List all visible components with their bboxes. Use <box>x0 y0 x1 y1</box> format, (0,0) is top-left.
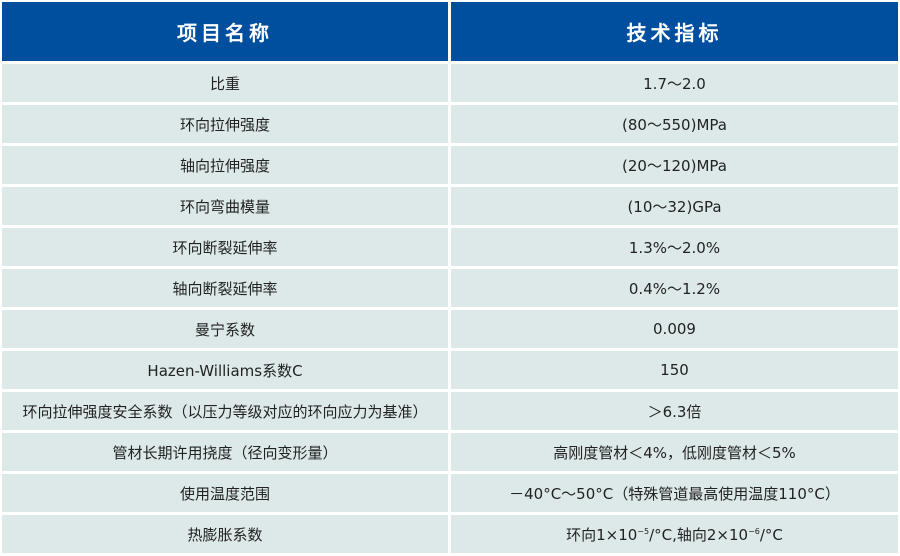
item-name: 环向拉伸强度安全系数（以压力等级对应的环向应力为基准） <box>2 392 448 430</box>
item-value: (80～550)MPa <box>451 105 898 143</box>
item-value: 1.7～2.0 <box>451 64 898 102</box>
item-value: 150 <box>451 351 898 389</box>
item-name: 曼宁系数 <box>2 310 448 348</box>
table-row: 环向拉伸强度安全系数（以压力等级对应的环向应力为基准） ＞6.3倍 <box>2 392 898 430</box>
header-item-name: 项目名称 <box>2 2 448 61</box>
table-row: 曼宁系数 0.009 <box>2 310 898 348</box>
table-row: 比重 1.7～2.0 <box>2 64 898 102</box>
table-row: 热膨胀系数 环向1×10−5/°C,轴向2×10−6/°C <box>2 515 898 553</box>
table-row: 使用温度范围 －40°C～50°C（特殊管道最高使用温度110°C） <box>2 474 898 512</box>
item-name: 轴向拉伸强度 <box>2 146 448 184</box>
item-name: 管材长期许用挠度（径向变形量） <box>2 433 448 471</box>
header-spec: 技术指标 <box>451 2 898 61</box>
item-value: (20～120)MPa <box>451 146 898 184</box>
table-row: 轴向断裂延伸率 0.4%～1.2% <box>2 269 898 307</box>
header-row: 项目名称 技术指标 <box>2 2 898 61</box>
table-row: 轴向拉伸强度 (20～120)MPa <box>2 146 898 184</box>
item-value: 0.009 <box>451 310 898 348</box>
table-row: 环向断裂延伸率 1.3%～2.0% <box>2 228 898 266</box>
table-row: 管材长期许用挠度（径向变形量） 高刚度管材＜4%，低刚度管材＜5% <box>2 433 898 471</box>
item-value: 1.3%～2.0% <box>451 228 898 266</box>
exponent: −5 <box>637 526 650 536</box>
table-row: 环向弯曲模量 (10～32)GPa <box>2 187 898 225</box>
item-name: 环向弯曲模量 <box>2 187 448 225</box>
item-name: 环向拉伸强度 <box>2 105 448 143</box>
item-name: 使用温度范围 <box>2 474 448 512</box>
item-value: 环向1×10−5/°C,轴向2×10−6/°C <box>451 515 898 553</box>
item-name: 热膨胀系数 <box>2 515 448 553</box>
item-value: －40°C～50°C（特殊管道最高使用温度110°C） <box>451 474 898 512</box>
item-value: 0.4%～1.2% <box>451 269 898 307</box>
item-value: 高刚度管材＜4%，低刚度管材＜5% <box>451 433 898 471</box>
item-name: 比重 <box>2 64 448 102</box>
table-row: 环向拉伸强度 (80～550)MPa <box>2 105 898 143</box>
item-name: 轴向断裂延伸率 <box>2 269 448 307</box>
item-name: 环向断裂延伸率 <box>2 228 448 266</box>
item-value: (10～32)GPa <box>451 187 898 225</box>
item-name: Hazen-Williams系数C <box>2 351 448 389</box>
item-value: ＞6.3倍 <box>451 392 898 430</box>
exponent: −6 <box>748 526 760 536</box>
value-text: /°C,轴向2×10 <box>649 525 749 544</box>
value-text: /°C <box>759 525 783 544</box>
value-text: 环向1×10 <box>566 525 638 544</box>
table-row: Hazen-Williams系数C 150 <box>2 351 898 389</box>
